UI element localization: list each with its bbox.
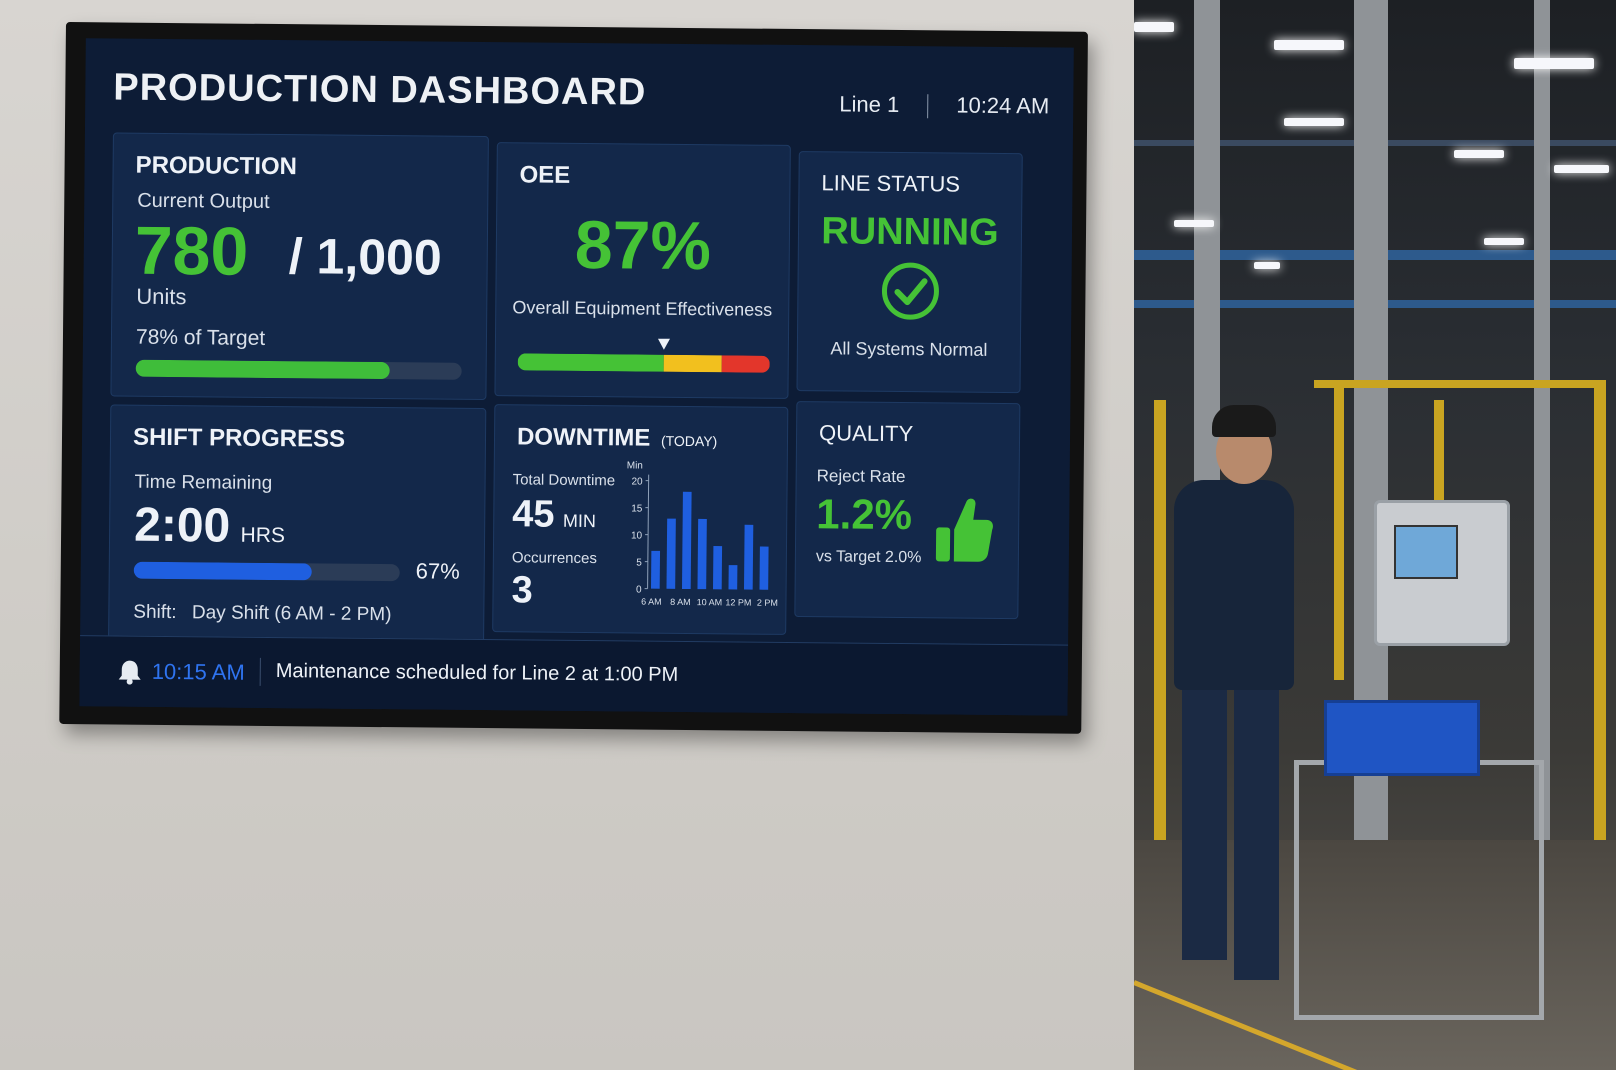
shift-info: Shift: Day Shift (6 AM - 2 PM) — [133, 602, 391, 626]
production-progress-fill — [135, 359, 391, 380]
factory-photo — [1134, 0, 1616, 1070]
quality-target: vs Target 2.0% — [815, 548, 922, 567]
shift-progress-bar — [133, 561, 400, 582]
bell-icon — [118, 659, 142, 690]
chart-y-tick-label: 20 — [631, 476, 643, 487]
line-status-card: LINE STATUS RUNNING All Systems Normal — [796, 151, 1023, 394]
header-divider — [927, 94, 929, 119]
tv-monitor: PRODUCTION DASHBOARD Line 1 10:24 AM PROD… — [59, 22, 1088, 734]
oee-gauge-yellow — [663, 354, 722, 373]
time-remaining-label: Time Remaining — [134, 471, 273, 495]
oee-label: Overall Equipment Effectiveness — [512, 297, 773, 320]
clock: 10:24 AM — [956, 92, 1050, 119]
chart-y-tick-label: 10 — [631, 530, 643, 541]
oee-value: 87% — [574, 206, 712, 285]
target-percent-label: 78% of Target — [135, 325, 266, 350]
total-downtime: 45 MIN — [512, 493, 596, 537]
card-title: OEE — [519, 161, 571, 189]
chart-bar — [666, 518, 676, 589]
oee-gauge — [517, 353, 770, 373]
chart-x-tick-label: 2 PM — [757, 598, 778, 608]
chart-y-tick-label: 15 — [631, 503, 643, 514]
total-downtime-label: Total Downtime — [512, 471, 616, 490]
alert-divider — [259, 657, 261, 686]
shift-progress-percent: 67% — [415, 558, 460, 584]
shift-progress-card: SHIFT PROGRESS Time Remaining 2:00 HRS 6… — [108, 404, 487, 647]
dashboard-screen: PRODUCTION DASHBOARD Line 1 10:24 AM PROD… — [79, 38, 1074, 716]
oee-marker-icon — [658, 338, 671, 350]
chart-bar — [650, 550, 661, 589]
card-title: LINE STATUS — [821, 170, 961, 197]
card-title: DOWNTIME (TODAY) — [517, 423, 718, 453]
reject-rate-value: 1.2% — [816, 490, 913, 539]
downtime-title-suffix: (TODAY) — [660, 432, 718, 450]
oee-gauge-red — [721, 355, 770, 373]
card-title: SHIFT PROGRESS — [132, 423, 346, 453]
current-output-value: 780 — [134, 212, 249, 290]
oee-card: OEE 87% Overall Equipment Effectiveness — [494, 142, 791, 399]
shift-label: Shift: — [133, 601, 177, 624]
total-downtime-unit: MIN — [562, 510, 597, 532]
downtime-title: DOWNTIME — [516, 423, 651, 452]
chart-y-tick-label: 0 — [636, 584, 642, 595]
oee-gauge-green — [517, 353, 664, 372]
chart-y-tick-label: 5 — [636, 557, 642, 568]
chart-bar — [728, 565, 738, 590]
alert-message: Maintenance scheduled for Line 2 at 1:00… — [275, 660, 679, 686]
occurrences-value: 3 — [511, 569, 533, 612]
target-output-value: / 1,000 — [288, 228, 442, 286]
time-remaining-unit: HRS — [240, 523, 286, 548]
line-status-value: RUNNING — [821, 210, 999, 254]
alert-bar: 10:15 AM Maintenance scheduled for Line … — [79, 635, 1069, 716]
occurrences-label: Occurrences — [511, 549, 597, 568]
reject-rate-label: Reject Rate — [816, 466, 906, 487]
chart-y-label: Min — [627, 460, 643, 471]
time-remaining-value: 2:00 — [133, 498, 231, 553]
card-title: PRODUCTION — [135, 151, 298, 181]
chart-bar — [743, 524, 754, 590]
chart-bar — [759, 546, 769, 590]
chart-bar — [681, 491, 692, 590]
chart-bar — [697, 518, 707, 590]
page-title: PRODUCTION DASHBOARD — [113, 66, 647, 114]
check-circle-icon — [880, 261, 941, 327]
card-title: QUALITY — [818, 420, 914, 447]
chart-x-tick-label: 10 AM — [697, 597, 723, 607]
time-remaining: 2:00 HRS — [134, 498, 285, 554]
current-output-label: Current Output — [137, 189, 270, 213]
downtime-chart: Min 0 5 10 15 20 6 AM 8 AM 10 AM 12 PM 2 PM — [627, 460, 778, 608]
chart-x-tick-label: 12 PM — [725, 597, 751, 607]
chart-y-axis — [647, 474, 650, 589]
chart-x-tick-label: 6 AM — [641, 597, 662, 607]
units-label: Units — [136, 283, 187, 310]
shift-value: Day Shift (6 AM - 2 PM) — [191, 602, 392, 626]
shift-progress-fill — [133, 561, 313, 581]
chart-x-tick-label: 8 AM — [670, 597, 691, 607]
line-label: Line 1 — [839, 91, 900, 118]
production-progress-bar — [135, 359, 462, 380]
total-downtime-value: 45 — [512, 493, 555, 536]
line-status-message: All Systems Normal — [830, 338, 988, 360]
downtime-card: DOWNTIME (TODAY) Total Downtime 45 MIN O… — [492, 404, 789, 635]
header-info: Line 1 10:24 AM — [839, 91, 1049, 119]
chart-bar — [712, 546, 723, 590]
quality-card: QUALITY Reject Rate 1.2% vs Target 2.0% — [794, 401, 1021, 620]
alert-time: 10:15 AM — [151, 658, 245, 685]
production-card: PRODUCTION Current Output 780 / 1,000 Un… — [110, 132, 489, 401]
thumbs-up-icon — [934, 493, 995, 569]
